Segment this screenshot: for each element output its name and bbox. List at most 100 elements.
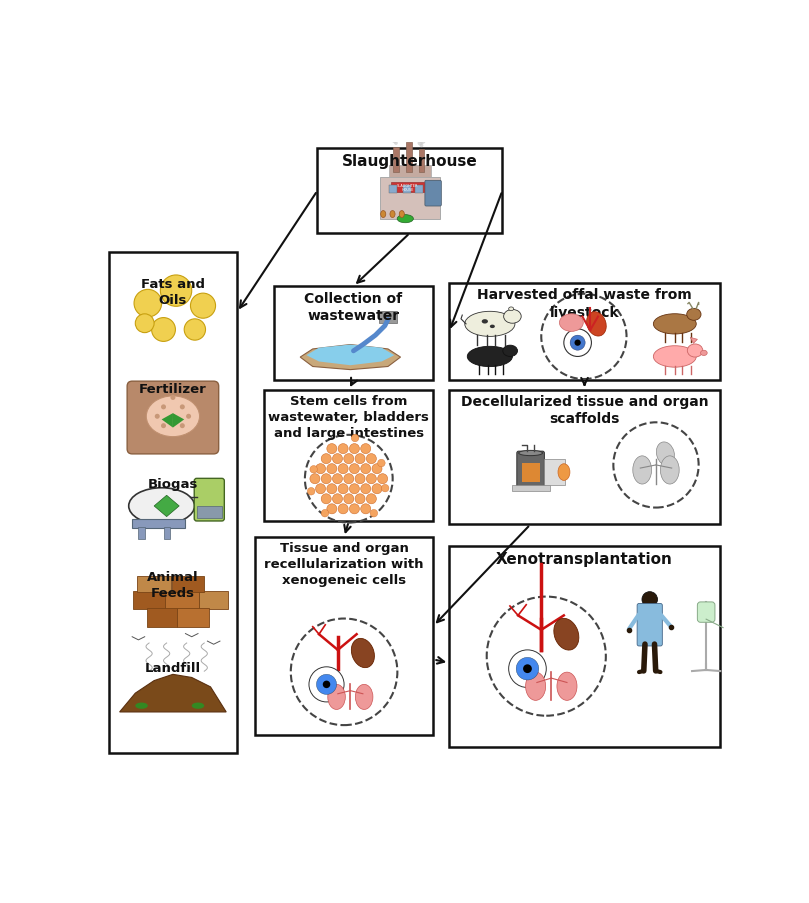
- Circle shape: [327, 464, 337, 474]
- Circle shape: [404, 135, 410, 139]
- Text: Stem cells from
wastewater, bladders
and large intestines: Stem cells from wastewater, bladders and…: [269, 395, 430, 440]
- FancyBboxPatch shape: [544, 460, 565, 486]
- Ellipse shape: [554, 619, 579, 650]
- FancyBboxPatch shape: [389, 166, 430, 178]
- Circle shape: [523, 665, 532, 674]
- Circle shape: [151, 318, 176, 342]
- Ellipse shape: [587, 312, 606, 337]
- Polygon shape: [120, 675, 227, 712]
- Ellipse shape: [526, 673, 545, 701]
- Ellipse shape: [701, 351, 707, 356]
- FancyBboxPatch shape: [127, 382, 218, 454]
- Ellipse shape: [633, 456, 651, 485]
- Text: Fertilizer: Fertilizer: [139, 383, 207, 396]
- FancyBboxPatch shape: [146, 609, 176, 628]
- FancyBboxPatch shape: [172, 576, 204, 592]
- Circle shape: [327, 504, 337, 515]
- Ellipse shape: [399, 211, 404, 219]
- Circle shape: [184, 320, 205, 340]
- Circle shape: [160, 275, 192, 307]
- Text: Collection of
wastewater: Collection of wastewater: [304, 292, 403, 322]
- Ellipse shape: [464, 312, 515, 337]
- FancyBboxPatch shape: [449, 390, 720, 525]
- Circle shape: [349, 504, 359, 515]
- FancyBboxPatch shape: [637, 604, 663, 647]
- Ellipse shape: [146, 396, 200, 437]
- Circle shape: [355, 494, 365, 504]
- Circle shape: [332, 474, 342, 484]
- FancyBboxPatch shape: [199, 591, 228, 610]
- Ellipse shape: [390, 211, 395, 219]
- Circle shape: [407, 137, 411, 141]
- Ellipse shape: [192, 703, 204, 709]
- Circle shape: [316, 464, 325, 474]
- Circle shape: [321, 454, 331, 464]
- Ellipse shape: [468, 347, 512, 368]
- Ellipse shape: [351, 638, 375, 668]
- FancyBboxPatch shape: [392, 182, 424, 192]
- FancyBboxPatch shape: [176, 609, 210, 628]
- Ellipse shape: [481, 320, 488, 324]
- Ellipse shape: [688, 345, 703, 358]
- Circle shape: [361, 444, 371, 454]
- Circle shape: [161, 424, 166, 429]
- FancyBboxPatch shape: [697, 602, 715, 622]
- Circle shape: [366, 494, 376, 504]
- Circle shape: [570, 336, 585, 350]
- Text: Tissue and organ
recellularization with
xenogeneic cells: Tissue and organ recellularization with …: [265, 542, 424, 587]
- Ellipse shape: [503, 346, 518, 357]
- Circle shape: [316, 675, 337, 694]
- Circle shape: [161, 405, 166, 410]
- FancyBboxPatch shape: [419, 150, 424, 173]
- Circle shape: [155, 414, 159, 419]
- Circle shape: [349, 484, 359, 494]
- FancyBboxPatch shape: [165, 591, 199, 610]
- FancyBboxPatch shape: [406, 143, 412, 173]
- FancyBboxPatch shape: [133, 591, 165, 610]
- Circle shape: [516, 657, 539, 680]
- FancyBboxPatch shape: [264, 390, 434, 522]
- Text: Decellularized tissue and organ
scaffolds: Decellularized tissue and organ scaffold…: [460, 395, 709, 426]
- Circle shape: [171, 396, 176, 401]
- Text: Harvested offal waste from
livestock: Harvested offal waste from livestock: [477, 288, 692, 320]
- Circle shape: [338, 464, 348, 474]
- Circle shape: [378, 460, 385, 467]
- Polygon shape: [690, 338, 697, 344]
- Circle shape: [564, 330, 591, 357]
- Circle shape: [394, 136, 400, 143]
- Circle shape: [309, 667, 344, 703]
- FancyBboxPatch shape: [522, 463, 540, 482]
- Circle shape: [381, 485, 389, 492]
- FancyBboxPatch shape: [393, 147, 399, 173]
- FancyBboxPatch shape: [517, 452, 544, 489]
- Ellipse shape: [397, 216, 413, 223]
- Circle shape: [323, 681, 330, 688]
- Circle shape: [332, 454, 342, 464]
- Circle shape: [180, 405, 184, 410]
- Circle shape: [361, 484, 371, 494]
- Polygon shape: [162, 414, 173, 428]
- FancyBboxPatch shape: [403, 186, 411, 194]
- Polygon shape: [307, 345, 394, 366]
- Circle shape: [344, 454, 354, 464]
- Ellipse shape: [656, 442, 675, 466]
- Ellipse shape: [135, 703, 148, 709]
- Circle shape: [171, 414, 176, 419]
- Circle shape: [366, 474, 376, 484]
- FancyBboxPatch shape: [163, 527, 170, 540]
- Ellipse shape: [490, 325, 495, 329]
- Circle shape: [378, 474, 388, 484]
- FancyBboxPatch shape: [255, 537, 434, 735]
- Circle shape: [321, 494, 331, 504]
- Circle shape: [366, 454, 376, 464]
- Circle shape: [338, 484, 348, 494]
- FancyBboxPatch shape: [317, 149, 502, 234]
- Circle shape: [349, 464, 359, 474]
- FancyBboxPatch shape: [379, 178, 440, 219]
- Circle shape: [509, 650, 546, 688]
- Circle shape: [349, 444, 359, 454]
- Ellipse shape: [381, 211, 386, 219]
- Circle shape: [574, 340, 581, 347]
- Circle shape: [355, 454, 365, 464]
- Circle shape: [361, 464, 371, 474]
